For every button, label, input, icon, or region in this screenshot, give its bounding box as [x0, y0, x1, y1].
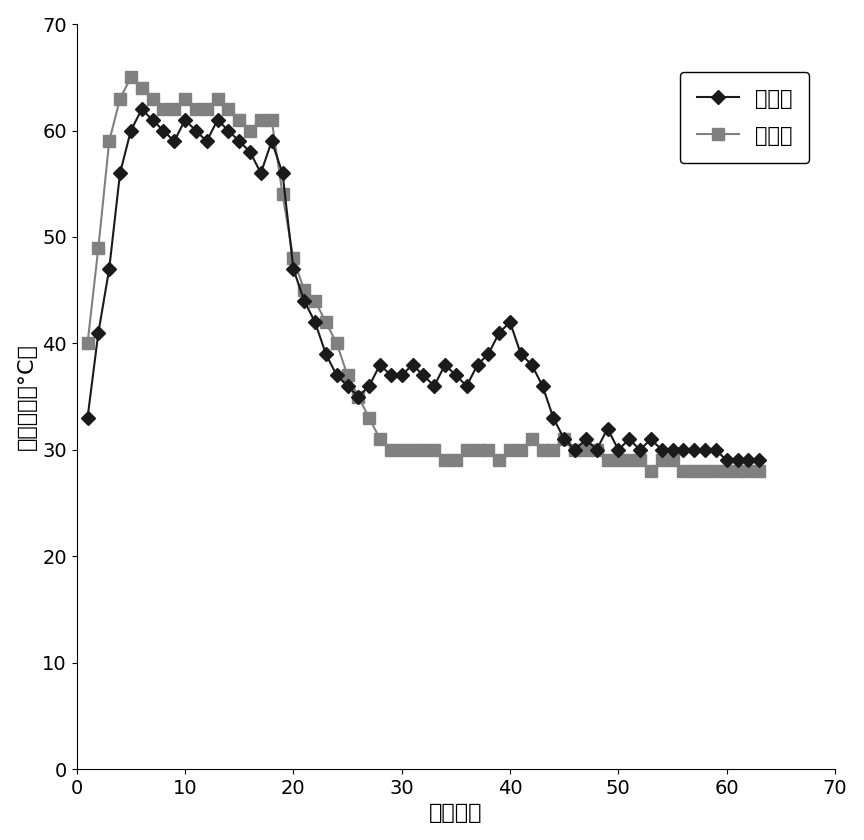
对照组 [559, 434, 569, 444]
菌剂组 [754, 466, 765, 476]
对照组 [429, 381, 440, 391]
对照组 [721, 455, 732, 465]
对照组 [277, 168, 288, 178]
菌剂组 [277, 189, 288, 199]
Y-axis label: 堆体温度（°C）: 堆体温度（°C） [16, 344, 36, 450]
X-axis label: 发酵天数: 发酵天数 [429, 803, 483, 823]
对照组 [299, 296, 309, 306]
菌剂组 [125, 72, 136, 82]
Line: 对照组: 对照组 [83, 104, 764, 465]
菌剂组 [82, 339, 92, 349]
菌剂组 [407, 444, 417, 454]
对照组 [754, 455, 765, 465]
菌剂组 [429, 444, 440, 454]
对照组 [82, 412, 92, 423]
对照组 [743, 455, 753, 465]
Line: 菌剂组: 菌剂组 [82, 71, 765, 476]
菌剂组 [559, 434, 569, 444]
对照组 [407, 360, 417, 370]
菌剂组 [743, 466, 753, 476]
菌剂组 [645, 466, 656, 476]
Legend: 对照组, 菌剂组: 对照组, 菌剂组 [680, 72, 810, 163]
菌剂组 [299, 285, 309, 295]
对照组 [137, 104, 147, 114]
